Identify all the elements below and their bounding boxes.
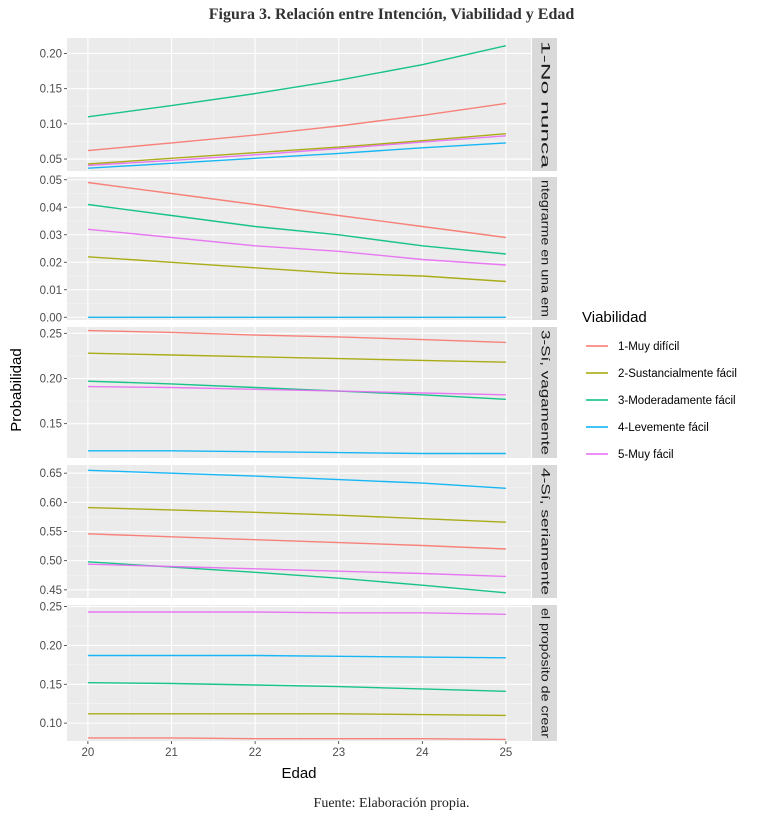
series-line <box>87 135 506 167</box>
y-axis-title: Probabilidad <box>8 348 25 431</box>
x-tick-label: 24 <box>416 747 429 759</box>
y-tick-label: 0.65 <box>40 468 62 480</box>
y-tick-label: 0.60 <box>40 497 62 509</box>
series-line <box>87 533 506 550</box>
panel-background <box>67 327 531 458</box>
panel-background <box>67 38 531 171</box>
figure-title: Figura 3. Relación entre Intención, Viab… <box>208 6 575 23</box>
y-tick-label: 0.45 <box>40 585 62 597</box>
series-line <box>87 563 506 578</box>
series-line <box>87 142 506 169</box>
x-tick-label: 23 <box>332 747 345 759</box>
source-note: Fuente: Elaboración propia. <box>313 796 470 811</box>
y-tick-label: 0.02 <box>40 257 62 269</box>
y-tick-label: 0.20 <box>40 373 62 385</box>
series-line <box>87 385 506 396</box>
legend-label: 3-Moderadamente fácil <box>618 395 736 407</box>
series-line <box>87 133 506 165</box>
facet-strip <box>532 465 557 598</box>
x-tick-label: 20 <box>82 747 95 759</box>
series-line <box>87 203 506 255</box>
series-line <box>87 45 507 118</box>
series-line <box>87 352 506 363</box>
legend-label: 4-Levemente fácil <box>618 422 709 434</box>
series-line <box>87 329 506 344</box>
y-tick-label: 0.05 <box>40 154 62 166</box>
series-line <box>87 102 506 152</box>
y-tick-label: 0.15 <box>40 679 62 691</box>
y-tick-label: 0.10 <box>40 119 62 131</box>
x-tick-label: 22 <box>249 747 262 759</box>
series-line <box>87 611 506 615</box>
y-tick-label: 0.10 <box>40 718 62 730</box>
y-tick-label: 0.04 <box>40 202 63 214</box>
series-line <box>87 256 506 283</box>
y-tick-label: 0.00 <box>40 312 62 324</box>
facet-strip <box>532 177 557 320</box>
facet-strip-label: el propósito de crear <box>538 608 552 738</box>
facet-strip-label: 3-Sí, vagamente <box>538 330 552 455</box>
x-tick-label: 25 <box>500 747 513 759</box>
y-tick-label: 0.55 <box>40 527 62 539</box>
series-line <box>87 450 506 455</box>
y-tick-label: 0.03 <box>40 230 62 242</box>
facet-strip <box>532 327 557 458</box>
series-line <box>87 469 506 489</box>
y-tick-label: 0.05 <box>40 175 62 187</box>
series-line <box>87 713 506 717</box>
series-line <box>87 380 506 400</box>
y-tick-label: 0.20 <box>40 48 62 60</box>
series-line <box>87 228 506 266</box>
series-line <box>87 682 506 692</box>
y-tick-label: 0.20 <box>40 640 62 652</box>
x-axis-title: Edad <box>281 765 316 782</box>
facet-strip <box>532 38 557 171</box>
y-tick-label: 0.25 <box>40 602 62 614</box>
series-line <box>87 737 506 741</box>
y-tick-label: 0.25 <box>40 328 62 340</box>
legend-label: 2-Sustancialmente fácil <box>618 368 737 380</box>
facet-strip-label: 1-No nunca <box>538 41 552 169</box>
y-tick-label: 0.01 <box>40 285 62 297</box>
facet-strip-label: ntegrarme en una em <box>538 180 552 317</box>
y-tick-label: 0.15 <box>40 84 62 96</box>
y-tick-label: 0.50 <box>40 556 62 568</box>
legend-label: 1-Muy difícil <box>618 341 679 353</box>
facet-strip <box>532 605 557 741</box>
series-line <box>87 506 506 523</box>
legend-title: Viabilidad <box>582 309 647 326</box>
y-tick-label: 0.15 <box>40 419 62 431</box>
facet-strip-label: 4-Sí, seriamente <box>538 468 552 595</box>
legend-label: 5-Muy fácil <box>618 449 674 461</box>
panel-background <box>67 605 531 741</box>
x-tick-label: 21 <box>165 747 178 759</box>
series-line <box>87 654 506 659</box>
series-line <box>87 181 506 239</box>
